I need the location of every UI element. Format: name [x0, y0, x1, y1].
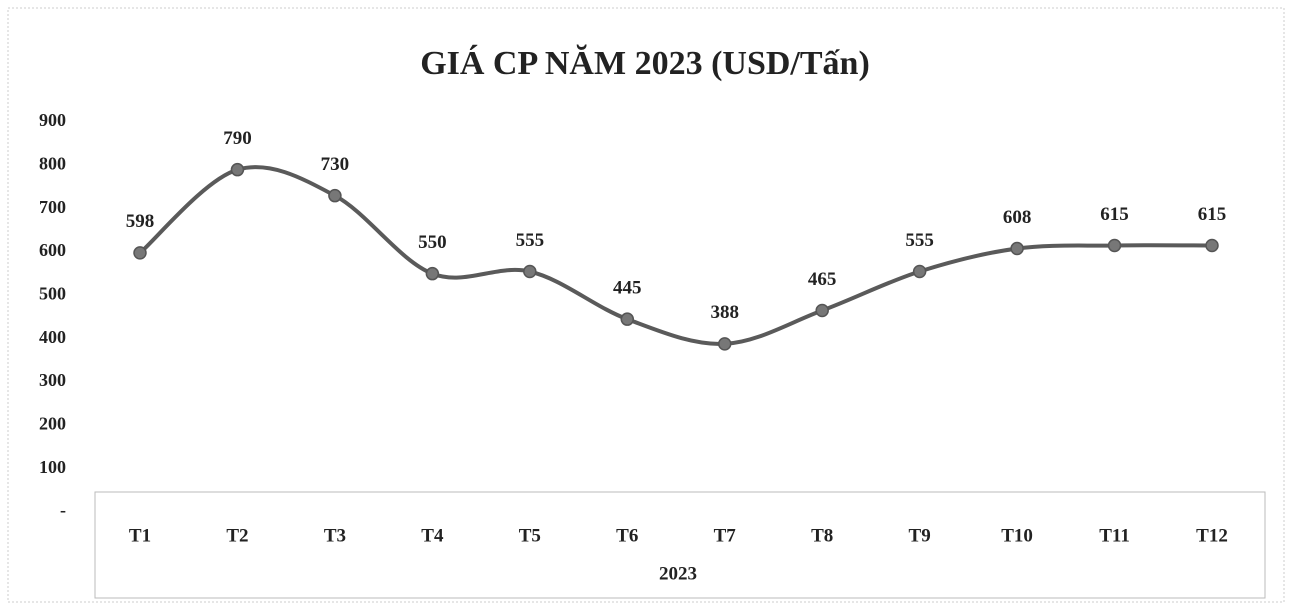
marker — [620, 312, 635, 326]
data-label: 790 — [223, 128, 252, 149]
x-tick-label: T11 — [1099, 525, 1130, 546]
y-tick-label: 600 — [39, 240, 66, 260]
data-label: 615 — [1198, 204, 1227, 225]
x-tick-label: T4 — [421, 525, 444, 546]
axis-table — [94, 491, 1266, 599]
x-tick-label: T2 — [226, 525, 248, 546]
marker — [717, 337, 732, 351]
y-tick-label: 900 — [39, 110, 66, 130]
marker — [425, 266, 440, 281]
marker — [1107, 238, 1122, 253]
data-label: 388 — [710, 302, 739, 323]
x-group-label: 2023 — [659, 563, 697, 584]
x-tick-label: T12 — [1196, 525, 1228, 546]
y-tick-label: 800 — [39, 153, 66, 173]
data-label: 465 — [808, 269, 837, 290]
x-tick-label: T5 — [519, 525, 541, 546]
x-tick-label: T10 — [1001, 525, 1033, 546]
y-tick-label: 700 — [39, 197, 66, 217]
y-tick-label: - — [60, 500, 66, 520]
data-label: 550 — [418, 232, 447, 253]
marker — [328, 188, 342, 203]
data-label: 730 — [321, 154, 350, 175]
x-tick-label: T3 — [324, 525, 346, 546]
x-tick-label: T9 — [909, 525, 931, 546]
marker — [815, 303, 829, 318]
y-tick-label: 400 — [39, 327, 66, 347]
x-tick-label: T6 — [616, 525, 638, 546]
chart-title: GIÁ CP NĂM 2023 (USD/Tấn) — [420, 44, 870, 82]
marker — [1010, 241, 1024, 256]
marker — [912, 264, 927, 279]
x-tick-label: T1 — [129, 525, 151, 546]
marker — [1205, 238, 1219, 253]
x-tick-label: T8 — [811, 525, 833, 546]
data-label: 615 — [1100, 204, 1129, 225]
marker — [523, 264, 537, 279]
x-tick-label: T7 — [714, 525, 737, 546]
y-tick-label: 300 — [39, 370, 66, 390]
data-label: 555 — [516, 230, 545, 251]
data-label: 555 — [905, 230, 934, 251]
chart-frame — [7, 7, 1285, 603]
y-tick-label: 200 — [39, 413, 66, 433]
y-tick-label: 500 — [39, 283, 66, 303]
data-label: 445 — [613, 278, 642, 299]
marker — [133, 246, 147, 260]
y-tick-label: 100 — [39, 457, 66, 477]
data-label: 598 — [126, 211, 155, 232]
data-label: 608 — [1003, 207, 1032, 228]
marker — [230, 162, 245, 177]
